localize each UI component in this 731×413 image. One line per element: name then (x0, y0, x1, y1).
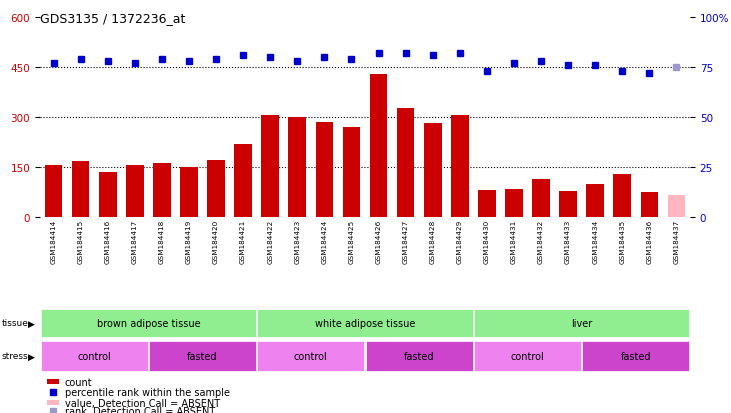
Text: GSM184437: GSM184437 (673, 219, 679, 263)
Text: GSM184430: GSM184430 (484, 219, 490, 263)
Bar (613, 174, 631, 218)
Text: GSM184428: GSM184428 (430, 219, 436, 263)
Text: GSM184415: GSM184415 (77, 219, 83, 263)
Text: GSM184422: GSM184422 (268, 219, 273, 263)
Bar (72, 161, 89, 218)
Text: GSM184423: GSM184423 (295, 219, 300, 263)
Text: fasted: fasted (187, 351, 218, 361)
Bar (126, 166, 143, 218)
Bar (582, 341, 689, 371)
Text: control: control (77, 351, 111, 361)
Text: GSM184427: GSM184427 (403, 219, 409, 263)
Bar (257, 309, 473, 337)
Bar (559, 192, 577, 218)
Bar (257, 341, 365, 371)
Text: GSM184434: GSM184434 (592, 219, 598, 263)
Text: brown adipose tissue: brown adipose tissue (96, 318, 200, 328)
Bar (47, 400, 59, 405)
Text: GSM184421: GSM184421 (240, 219, 246, 263)
Bar (40, 341, 148, 371)
Text: tissue: tissue (1, 319, 29, 328)
Bar (474, 341, 581, 371)
Bar (505, 190, 523, 218)
Bar (262, 116, 279, 218)
Bar (47, 380, 59, 384)
Bar (397, 108, 414, 218)
Text: GSM184416: GSM184416 (105, 219, 110, 263)
Bar (474, 309, 689, 337)
Text: GSM184432: GSM184432 (538, 219, 544, 263)
Text: GSM184433: GSM184433 (565, 219, 571, 263)
Text: ▶: ▶ (28, 351, 34, 361)
Text: liver: liver (571, 318, 592, 328)
Text: GSM184418: GSM184418 (159, 219, 165, 263)
Text: count: count (65, 377, 93, 387)
Bar (153, 163, 170, 218)
Text: GSM184436: GSM184436 (646, 219, 652, 263)
Text: rank, Detection Call = ABSENT: rank, Detection Call = ABSENT (65, 406, 215, 413)
Text: value, Detection Call = ABSENT: value, Detection Call = ABSENT (65, 398, 220, 408)
Text: GSM184419: GSM184419 (186, 219, 192, 263)
Text: GSM184424: GSM184424 (322, 219, 327, 263)
Bar (366, 341, 473, 371)
Text: fasted: fasted (404, 351, 434, 361)
Text: GSM184417: GSM184417 (132, 219, 137, 263)
Bar (149, 341, 256, 371)
Text: control: control (294, 351, 327, 361)
Bar (343, 128, 360, 218)
Text: GSM184425: GSM184425 (349, 219, 355, 263)
Text: stress: stress (1, 351, 28, 361)
Text: ▶: ▶ (28, 319, 34, 328)
Bar (478, 191, 496, 218)
Bar (370, 74, 387, 218)
Bar (235, 144, 252, 218)
Text: white adipose tissue: white adipose tissue (315, 318, 415, 328)
Bar (424, 123, 442, 218)
Text: GSM184435: GSM184435 (619, 219, 625, 263)
Bar (45, 166, 62, 218)
Bar (40, 309, 256, 337)
Bar (667, 196, 685, 218)
Text: control: control (511, 351, 545, 361)
Text: GSM184429: GSM184429 (457, 219, 463, 263)
Text: percentile rank within the sample: percentile rank within the sample (65, 387, 230, 397)
Bar (289, 118, 306, 218)
Bar (586, 184, 604, 218)
Text: GSM184431: GSM184431 (511, 219, 517, 263)
Bar (640, 192, 658, 218)
Text: GSM184414: GSM184414 (50, 219, 56, 263)
Text: GDS3135 / 1372236_at: GDS3135 / 1372236_at (40, 12, 186, 25)
Bar (208, 160, 225, 218)
Bar (99, 173, 116, 218)
Bar (316, 123, 333, 218)
Text: GSM184426: GSM184426 (376, 219, 382, 263)
Bar (180, 168, 198, 218)
Bar (532, 179, 550, 218)
Text: GSM184420: GSM184420 (213, 219, 219, 263)
Bar (451, 116, 469, 218)
Text: fasted: fasted (621, 351, 651, 361)
